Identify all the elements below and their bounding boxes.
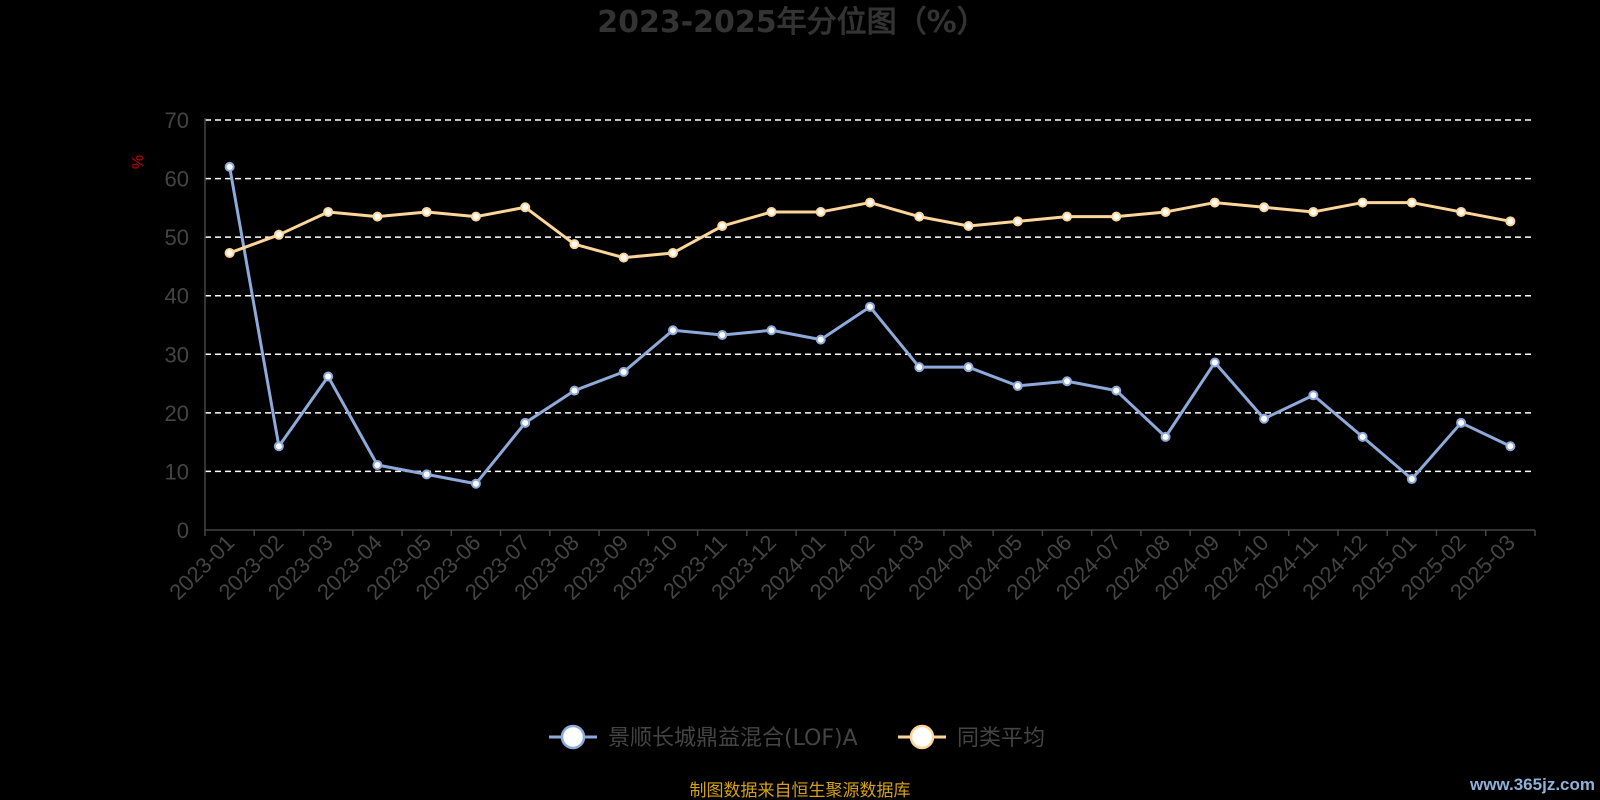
y-tick-label: 0 xyxy=(177,518,189,543)
y-axis-unit: % xyxy=(130,155,147,169)
legend-marker xyxy=(560,724,586,750)
data-point[interactable] xyxy=(569,239,580,250)
data-point[interactable] xyxy=(1111,385,1122,396)
data-point[interactable] xyxy=(470,211,481,222)
data-point[interactable] xyxy=(1406,474,1417,485)
data-point[interactable] xyxy=(224,247,235,258)
data-point[interactable] xyxy=(323,206,334,217)
axes: 0102030405060702023-012023-022023-032023… xyxy=(164,108,1536,605)
grid-lines xyxy=(205,119,1535,473)
data-point[interactable] xyxy=(421,469,432,480)
legend-item-0[interactable]: 景顺长城鼎益混合(LOF)A xyxy=(549,724,858,751)
data-point[interactable] xyxy=(569,385,580,396)
data-point[interactable] xyxy=(618,366,629,377)
data-point[interactable] xyxy=(1357,197,1368,208)
data-point[interactable] xyxy=(717,329,728,340)
data-point[interactable] xyxy=(1062,211,1073,222)
data-point[interactable] xyxy=(815,334,826,345)
data-point[interactable] xyxy=(914,362,925,373)
data-point[interactable] xyxy=(1012,216,1023,227)
data-point[interactable] xyxy=(766,206,777,217)
data-point[interactable] xyxy=(1160,431,1171,442)
series-line-0 xyxy=(228,166,1512,486)
data-point[interactable] xyxy=(766,325,777,336)
data-point[interactable] xyxy=(1209,357,1220,368)
data-point[interactable] xyxy=(963,221,974,232)
series-lines xyxy=(224,161,1516,489)
data-point[interactable] xyxy=(667,247,678,258)
data-point[interactable] xyxy=(1259,202,1270,213)
data-point[interactable] xyxy=(1012,380,1023,391)
y-tick-label: 50 xyxy=(165,225,189,250)
data-point[interactable] xyxy=(323,371,334,382)
data-point[interactable] xyxy=(224,161,235,172)
data-point[interactable] xyxy=(1308,390,1319,401)
data-point[interactable] xyxy=(372,459,383,470)
data-point[interactable] xyxy=(1406,197,1417,208)
data-point[interactable] xyxy=(717,221,728,232)
data-point[interactable] xyxy=(963,362,974,373)
data-point[interactable] xyxy=(1505,441,1516,452)
watermark: www.365jz.com xyxy=(1469,775,1595,794)
data-point[interactable] xyxy=(914,211,925,222)
data-point[interactable] xyxy=(1456,206,1467,217)
data-point[interactable] xyxy=(1505,216,1516,227)
data-point[interactable] xyxy=(667,325,678,336)
y-tick-label: 20 xyxy=(165,401,189,426)
data-point[interactable] xyxy=(273,229,284,240)
data-point[interactable] xyxy=(520,417,531,428)
legend-label: 景顺长城鼎益混合(LOF)A xyxy=(608,726,858,751)
data-point[interactable] xyxy=(372,211,383,222)
data-source-note: 制图数据来自恒生聚源数据库 xyxy=(690,781,911,800)
data-point[interactable] xyxy=(1259,413,1270,424)
legend-marker xyxy=(909,724,935,750)
legend[interactable]: 景顺长城鼎益混合(LOF)A 同类平均 xyxy=(549,724,1045,751)
y-tick-label: 10 xyxy=(165,459,189,484)
data-point[interactable] xyxy=(470,478,481,489)
data-point[interactable] xyxy=(421,206,432,217)
data-point[interactable] xyxy=(1308,206,1319,217)
data-point[interactable] xyxy=(1160,206,1171,217)
data-point[interactable] xyxy=(1456,417,1467,428)
y-tick-label: 60 xyxy=(165,167,189,192)
legend-item-1[interactable]: 同类平均 xyxy=(898,724,1045,751)
y-tick-label: 70 xyxy=(165,108,189,133)
data-point[interactable] xyxy=(1062,376,1073,387)
y-tick-label: 40 xyxy=(165,284,189,309)
data-point[interactable] xyxy=(1209,197,1220,208)
data-point[interactable] xyxy=(1111,211,1122,222)
data-point[interactable] xyxy=(273,441,284,452)
data-point[interactable] xyxy=(865,197,875,208)
data-point[interactable] xyxy=(865,301,875,312)
data-point[interactable] xyxy=(520,202,531,213)
legend-label: 同类平均 xyxy=(957,726,1045,751)
y-tick-label: 30 xyxy=(165,342,189,367)
data-point[interactable] xyxy=(815,206,826,217)
data-point[interactable] xyxy=(618,252,629,263)
data-point[interactable] xyxy=(1357,431,1368,442)
series-line-1 xyxy=(229,201,1511,260)
chart-title: 2023-2025年分位图（%） xyxy=(597,5,987,40)
